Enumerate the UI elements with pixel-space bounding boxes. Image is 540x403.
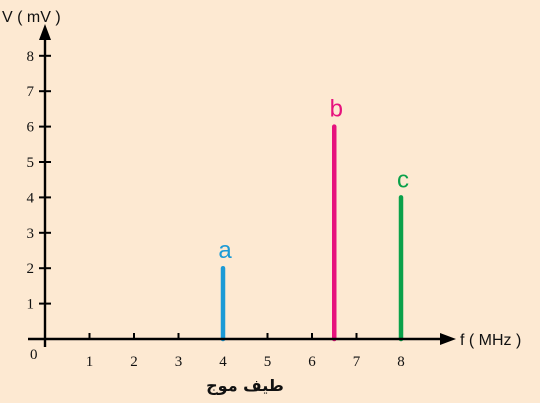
- x-tick-label: 5: [264, 354, 272, 370]
- x-tick-label: 8: [397, 354, 405, 370]
- y-tick-label: 2: [27, 261, 35, 277]
- y-axis-arrow: [39, 24, 51, 40]
- x-tick-label: 4: [219, 354, 227, 370]
- x-axis-arrow: [440, 333, 456, 345]
- bars-group: a b c: [218, 96, 409, 342]
- chart-caption: طيف موج: [206, 376, 284, 395]
- x-axis-title: f ( MHz ): [460, 332, 521, 349]
- ticks-group: 1 2 3 4 5 6 7 8 1 2 3 4 5 6 7 8: [27, 49, 405, 370]
- y-axis-title: V ( mV ): [2, 9, 61, 26]
- x-tick-label: 6: [308, 354, 316, 370]
- series-label-a: a: [218, 237, 232, 264]
- x-tick-label: 7: [353, 354, 361, 370]
- x-tick-label: 3: [175, 354, 183, 370]
- x-tick-label: 1: [86, 354, 94, 370]
- x-tick-label: 2: [130, 354, 138, 370]
- origin-label: 0: [30, 347, 38, 363]
- y-tick-label: 4: [27, 190, 35, 206]
- y-tick-label: 6: [27, 120, 35, 136]
- y-tick-label: 8: [27, 49, 35, 65]
- y-tick-label: 1: [27, 297, 35, 313]
- y-tick-label: 3: [27, 226, 35, 242]
- series-label-c: c: [397, 166, 409, 193]
- y-tick-label: 5: [27, 155, 35, 171]
- y-tick-label: 7: [27, 84, 35, 100]
- series-label-b: b: [330, 96, 343, 123]
